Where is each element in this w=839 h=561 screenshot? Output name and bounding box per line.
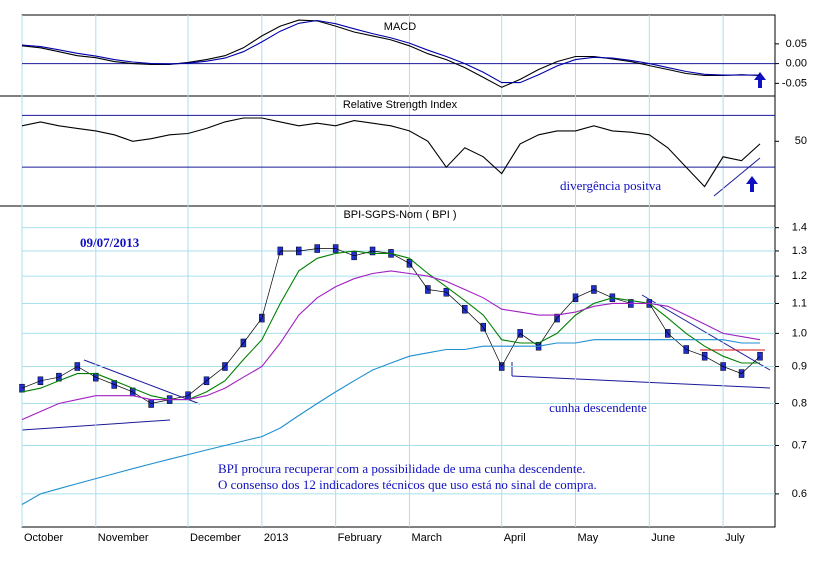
y-tick-label: 1.4 <box>792 222 807 234</box>
arrows <box>746 72 766 192</box>
y-tick-label: 0.7 <box>792 439 807 451</box>
arrow <box>754 72 766 88</box>
trend-line <box>641 294 771 371</box>
y-tick-label: 0.00 <box>786 58 807 70</box>
x-tick-label: November <box>98 532 149 544</box>
trend-line <box>713 157 761 197</box>
x-tick-label: February <box>338 532 383 544</box>
trend-lines <box>21 157 771 431</box>
indicator-line <box>21 270 761 421</box>
trend-line <box>511 375 771 389</box>
y-tick-label: -0.05 <box>782 77 807 89</box>
indicator-line <box>21 339 760 505</box>
y-tick-label: 1.1 <box>792 297 807 309</box>
y-tick-label: 50 <box>795 135 807 147</box>
x-tick-label: May <box>578 532 599 544</box>
x-tick-label: October <box>24 532 63 544</box>
trend-line <box>83 359 201 405</box>
y-tick-label: 0.05 <box>786 38 807 50</box>
annotation: BPI procura recuperar com a possibilidad… <box>218 461 585 476</box>
panel-title: Relative Strength Index <box>343 99 458 111</box>
y-tick-label: 1.0 <box>792 327 807 339</box>
y-tick-label: 1.3 <box>792 245 807 257</box>
x-tick-label: 2013 <box>264 532 288 544</box>
arrow <box>746 176 758 192</box>
candle <box>757 351 763 361</box>
x-tick-label: June <box>651 532 675 544</box>
y-tick-label: 0.9 <box>792 360 807 372</box>
indicator-line <box>21 19 761 88</box>
x-tick-label: December <box>190 532 241 544</box>
panel-title: BPI-SGPS-Nom ( BPI ) <box>343 209 456 221</box>
x-tick-label: July <box>725 532 745 544</box>
annotation: O consenso dos 12 indicadores técnicos q… <box>218 477 597 492</box>
y-tick-label: 1.2 <box>792 270 807 282</box>
plot-frame <box>21 14 776 528</box>
indicator-line <box>21 250 760 401</box>
annotation: cunha descendente <box>549 400 647 415</box>
indicator-line <box>21 117 761 188</box>
annotation: 09/07/2013 <box>80 235 140 250</box>
x-tick-label: March <box>411 532 442 544</box>
annotation: divergência positva <box>560 178 661 193</box>
indicator-line <box>21 19 760 84</box>
y-tick-label: 0.6 <box>792 488 807 500</box>
panel-title: MACD <box>384 21 416 33</box>
y-tick-label: 0.8 <box>792 397 807 409</box>
x-tick-label: April <box>504 532 526 544</box>
